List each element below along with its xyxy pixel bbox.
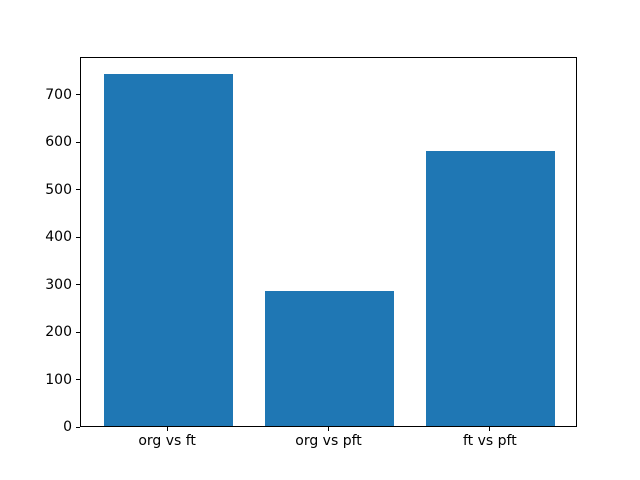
x-tick-label: org vs ft [138,433,196,449]
x-axis-tick [328,427,329,431]
y-axis-tick [76,284,80,285]
bar-ft-vs-pft [426,150,556,426]
y-tick-label: 700 [45,86,72,103]
bar-org-vs-ft [103,73,233,426]
x-axis-tick [166,427,168,431]
plot-area [80,57,577,427]
y-axis-tick [76,426,80,428]
y-tick-label: 0 [63,419,72,435]
y-tick-label: 100 [45,371,72,388]
x-axis-tick [489,427,491,431]
y-tick-label: 200 [45,324,72,340]
bar-org-vs-pft [264,290,395,426]
y-axis-tick [76,379,80,380]
y-axis-tick [76,94,80,96]
x-tick-label: org vs pft [295,433,362,449]
y-tick-label: 500 [45,181,72,198]
y-axis-tick [76,236,80,238]
y-axis-tick [76,189,80,191]
y-tick-label: 400 [45,229,72,245]
y-axis-tick [76,141,80,143]
y-axis-tick [76,331,80,333]
y-tick-label: 300 [45,276,72,293]
x-tick-label: ft vs pft [463,433,517,449]
y-tick-label: 600 [45,134,72,151]
